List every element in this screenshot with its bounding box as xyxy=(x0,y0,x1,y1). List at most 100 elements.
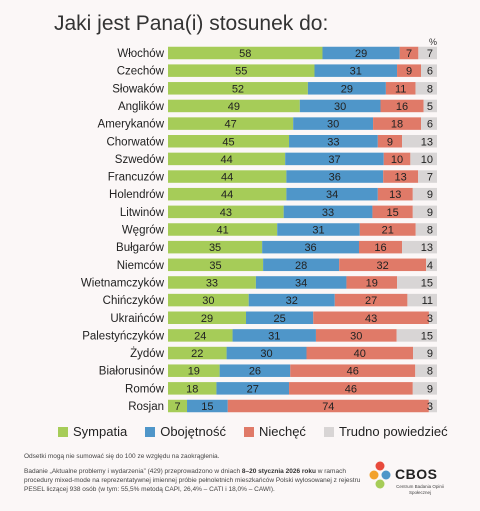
cbos-logo: CBOS Centrum Badania Opinii Społecznej xyxy=(367,458,447,508)
bar-row: Żydów 22 30 40 9 xyxy=(130,346,437,360)
category-label: Bułgarów xyxy=(116,242,165,254)
category-label: Węgrów xyxy=(122,225,165,237)
bar-segment-obojetnosc xyxy=(286,187,378,201)
bar-segment-niechec xyxy=(373,117,422,130)
bar-segment-sympatia xyxy=(168,135,290,148)
legend-label-sympatia: Sympatia xyxy=(73,424,128,439)
bar-row: Amerykanów 47 30 18 6 xyxy=(98,117,437,131)
category-label: Ukraińców xyxy=(110,313,164,325)
bar-segment-trudno xyxy=(407,293,437,307)
bar-segment-niechec xyxy=(358,240,403,254)
bar-segment-obojetnosc xyxy=(307,82,386,95)
value-label-obojetnosc: 31 xyxy=(350,66,362,78)
value-label-sympatia: 35 xyxy=(209,260,221,272)
value-label-trudno: 3 xyxy=(427,313,433,325)
value-label-obojetnosc: 25 xyxy=(274,313,286,325)
bar-row: Ukraińców 29 25 43 3 xyxy=(110,311,437,325)
category-label: Anglików xyxy=(118,101,165,113)
value-label-sympatia: 22 xyxy=(191,348,203,360)
value-label-trudno: 6 xyxy=(427,119,433,131)
value-label-obojetnosc: 26 xyxy=(249,366,261,378)
bar-segment-sympatia xyxy=(168,276,256,289)
value-label-obojetnosc: 27 xyxy=(247,383,259,395)
legend-item-trudno: Trudno powiedzieć xyxy=(323,424,448,439)
bar-segment-sympatia xyxy=(168,311,247,324)
bar-segment-niechec xyxy=(346,276,398,289)
value-label-trudno: 9 xyxy=(427,383,433,395)
bar-row: Francuzów 44 36 13 7 xyxy=(108,170,437,184)
value-label-trudno: 3 xyxy=(427,401,433,413)
bar-segment-sympatia xyxy=(168,382,217,395)
value-label-niechec: 43 xyxy=(365,313,377,325)
value-label-trudno: 8 xyxy=(427,225,433,237)
value-label-obojetnosc: 36 xyxy=(329,172,341,184)
value-label-trudno: 5 xyxy=(427,101,433,113)
value-label-niechec: 19 xyxy=(366,277,378,289)
value-label-trudno: 10 xyxy=(421,154,433,166)
value-label-trudno: 8 xyxy=(427,366,433,378)
bar-segment-trudno xyxy=(397,276,437,289)
bar-segment-trudno xyxy=(415,82,437,95)
value-label-trudno: 9 xyxy=(427,348,433,360)
bar-segment-trudno xyxy=(396,329,437,342)
bar-segment-niechec xyxy=(306,346,414,360)
legend: Sympatia Obojętność Niechęć Trudno powie… xyxy=(58,424,448,439)
bar-segment-sympatia xyxy=(168,223,278,236)
bar-segment-sympatia xyxy=(168,187,287,201)
category-label: Chorwatów xyxy=(106,136,164,148)
bar-segment-obojetnosc xyxy=(299,99,381,113)
bar-segment-trudno xyxy=(423,99,437,113)
bar-row: Holendrów 44 34 13 9 xyxy=(109,187,437,201)
value-label-niechec: 27 xyxy=(365,295,377,307)
methodology-text-b: w ramach procedury mixed-mode na repreze… xyxy=(24,468,361,493)
category-label: Litwinów xyxy=(120,207,165,219)
bar-segment-obojetnosc xyxy=(285,152,384,166)
value-label-obojetnosc: 15 xyxy=(201,401,213,413)
value-label-trudno: 13 xyxy=(421,242,433,254)
value-label-niechec: 21 xyxy=(382,225,394,237)
category-label: Holendrów xyxy=(109,189,165,201)
value-label-obojetnosc: 28 xyxy=(295,260,307,272)
bar-segment-niechec xyxy=(380,99,424,113)
value-label-obojetnosc: 37 xyxy=(328,154,340,166)
category-label: Włochów xyxy=(117,48,164,60)
bar-segment-niechec xyxy=(372,205,413,219)
legend-swatch-trudno xyxy=(323,426,334,437)
value-label-obojetnosc: 34 xyxy=(326,189,338,201)
bar-row: Palestyńczyków 24 31 30 15 xyxy=(82,329,437,342)
legend-label-niechec: Niechęć xyxy=(258,424,306,439)
legend-item-sympatia: Sympatia xyxy=(58,424,127,439)
bar-row: Bułgarów 35 36 16 13 xyxy=(116,240,437,254)
bar-segment-niechec xyxy=(290,364,416,377)
value-label-obojetnosc: 32 xyxy=(286,295,298,307)
bar-segment-sympatia xyxy=(168,152,286,166)
legend-item-obojetnosc: Obojętność xyxy=(145,424,226,439)
cbos-logo-mark-icon xyxy=(369,461,391,489)
value-label-trudno: 6 xyxy=(427,66,433,78)
bar-segment-trudno xyxy=(428,311,437,324)
value-label-obojetnosc: 30 xyxy=(334,101,346,113)
bar-segment-obojetnosc xyxy=(232,329,316,342)
legend-label-trudno: Trudno powiedzieć xyxy=(338,424,448,439)
bar-segment-obojetnosc xyxy=(286,170,384,183)
bar-row: Włochów 58 29 7 7 xyxy=(117,46,437,60)
value-label-obojetnosc: 33 xyxy=(327,136,339,148)
bar-segment-obojetnosc xyxy=(263,258,340,272)
value-label-obojetnosc: 30 xyxy=(260,348,272,360)
bar-segment-niechec xyxy=(313,311,429,324)
value-label-niechec: 10 xyxy=(391,154,403,166)
value-label-sympatia: 45 xyxy=(222,136,234,148)
value-label-obojetnosc: 36 xyxy=(304,242,316,254)
legend-swatch-sympatia xyxy=(58,426,68,437)
bar-segment-trudno xyxy=(428,399,437,413)
value-label-niechec: 9 xyxy=(406,66,412,78)
category-label: Szwedów xyxy=(115,154,165,166)
category-label: Czechów xyxy=(117,66,165,78)
value-label-niechec: 13 xyxy=(389,189,401,201)
bar-segment-obojetnosc xyxy=(246,311,314,324)
bar-segment-niechec xyxy=(377,135,403,148)
value-label-sympatia: 35 xyxy=(209,242,221,254)
category-label: Niemców xyxy=(117,260,165,272)
category-label: Wietnamczyków xyxy=(81,277,165,289)
value-label-niechec: 74 xyxy=(322,401,334,413)
